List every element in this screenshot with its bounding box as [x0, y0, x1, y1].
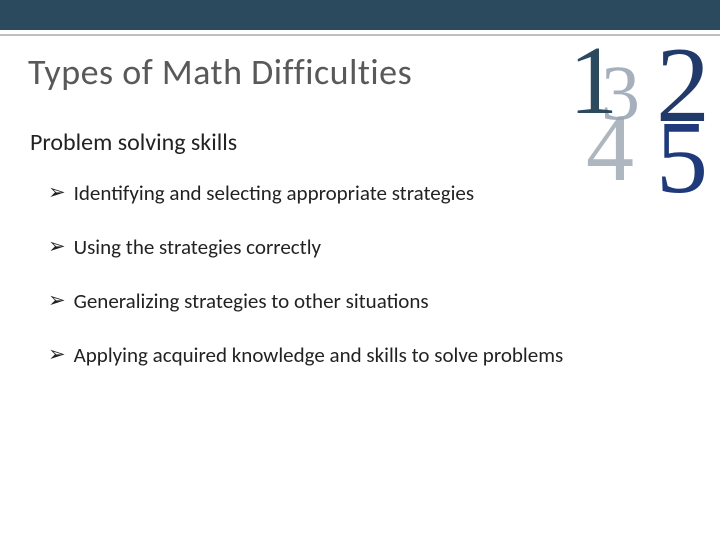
bullet-marker-icon: ➢: [48, 234, 66, 259]
bullet-marker-icon: ➢: [48, 180, 66, 205]
page-title: Types of Math Difficulties: [28, 50, 412, 94]
list-item: ➢ Using the strategies correctly: [48, 234, 690, 260]
list-item: ➢ Generalizing strategies to other situa…: [48, 288, 690, 314]
bullet-marker-icon: ➢: [48, 342, 66, 367]
bullet-text: Identifying and selecting appropriate st…: [74, 180, 474, 206]
bullet-list: ➢ Identifying and selecting appropriate …: [48, 180, 690, 396]
bullet-text: Generalizing strategies to other situati…: [74, 288, 429, 314]
number-1-icon: 1: [569, 32, 618, 130]
bullet-text: Using the strategies correctly: [74, 234, 321, 260]
bullet-text: Applying acquired knowledge and skills t…: [74, 342, 564, 368]
subtitle: Problem solving skills: [30, 128, 237, 157]
bullet-marker-icon: ➢: [48, 288, 66, 313]
number-2-icon: 2: [656, 32, 710, 140]
top-bar: [0, 0, 720, 30]
top-underline: [0, 34, 720, 36]
list-item: ➢ Identifying and selecting appropriate …: [48, 180, 690, 206]
number-3-icon: 3: [601, 54, 640, 132]
list-item: ➢ Applying acquired knowledge and skills…: [48, 342, 690, 368]
